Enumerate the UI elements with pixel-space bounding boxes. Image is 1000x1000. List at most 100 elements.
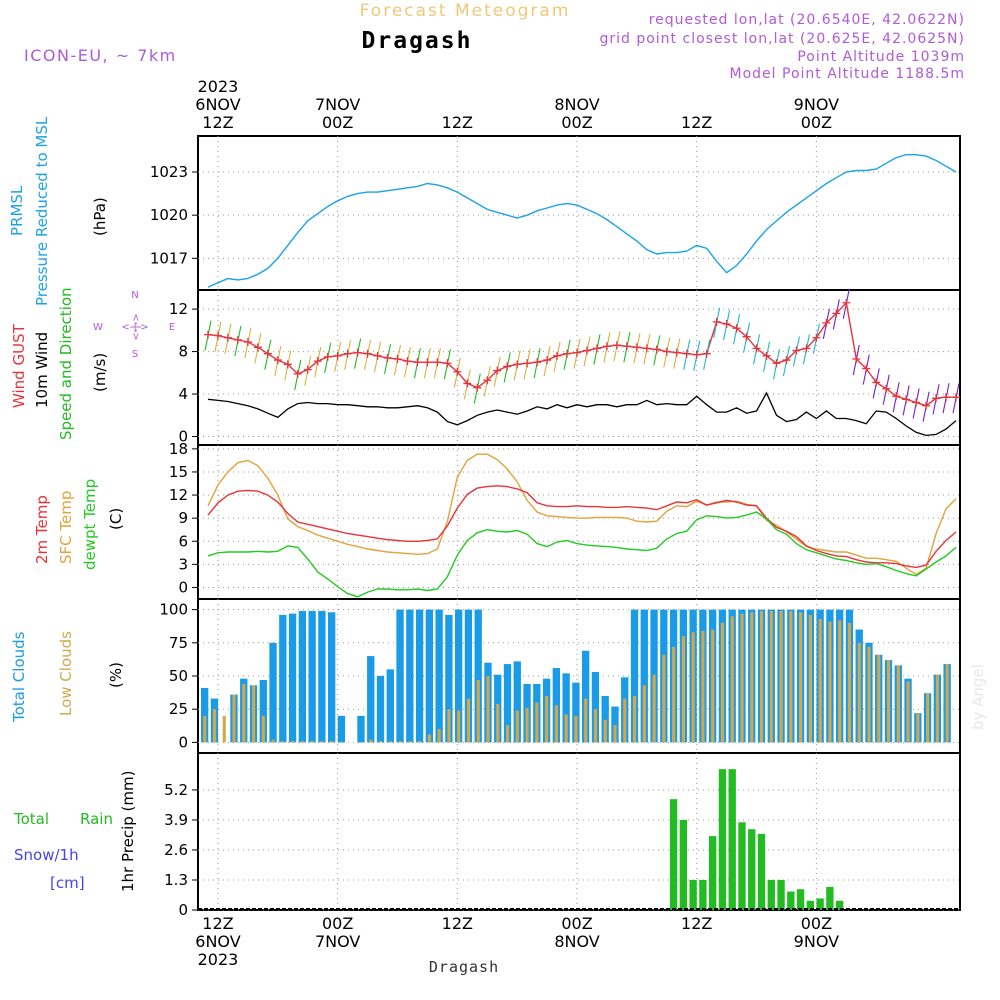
- sfctemp-label: SFC Temp: [57, 491, 75, 564]
- sfc-temp-line: [207, 453, 957, 576]
- temp2m-line: [207, 485, 957, 569]
- total-cloud-bar-17: [367, 656, 375, 743]
- pressure-labels: PRMSL Pressure Reduced to MSL (hPa): [8, 116, 109, 306]
- low-cloud-bar-65: [838, 620, 842, 743]
- gust-marker-50: [702, 349, 711, 358]
- panel-frame-2: [197, 289, 961, 446]
- low-cloud-bar-61: [799, 612, 803, 743]
- wind10m-line: [207, 391, 957, 437]
- gust-marker-0: [204, 330, 212, 339]
- ytick-label-4-2: 2.6: [164, 841, 188, 859]
- snow-label: Snow/1h: [14, 846, 79, 864]
- gust-marker-63: [832, 309, 841, 318]
- low-cloud-bar-49: [681, 636, 685, 743]
- total-cloud-bar-20: [396, 609, 404, 743]
- wind-dir-label: Speed and Direction: [57, 287, 75, 440]
- ytick-label-3-2: 50: [169, 667, 188, 685]
- total-cloud-bar-10: [298, 610, 307, 743]
- top-time-label-5-2: 00Z: [801, 113, 832, 132]
- gust-marker-13: [333, 351, 342, 360]
- total-cloud-bar-11: [308, 610, 316, 743]
- gust-marker-64: [842, 298, 851, 307]
- low-cloud-bar-51: [701, 630, 705, 743]
- ytick-label-2-5: 15: [169, 463, 188, 481]
- low-cloud-bar-13: [330, 741, 334, 743]
- ytick-label-1-1: 4: [178, 385, 188, 403]
- gust-marker-5: [253, 343, 262, 352]
- low-cloud-bar-2: [222, 715, 226, 743]
- temp2m-label: 2m Temp: [33, 495, 51, 564]
- ytick-label-0-2: 1023: [150, 163, 188, 181]
- compass-we: <-|->: [121, 322, 148, 333]
- gust-marker-31: [513, 360, 522, 369]
- location-title: Dragash: [362, 28, 473, 54]
- ytick-label-2-1: 3: [178, 555, 188, 573]
- precip-labels: Total Rain Snow/1h [cm] 1hr Precip (mm): [13, 771, 137, 892]
- gust-marker-74: [942, 393, 951, 402]
- low-cloud-bar-70: [886, 660, 891, 743]
- gust-marker-53: [732, 324, 741, 333]
- gust-marker-32: [523, 359, 532, 368]
- total-cloud-bar-6: [259, 679, 267, 743]
- rain-bar-50: [689, 879, 697, 910]
- model-altitude: Model Point Altitude 1188.5m: [730, 66, 965, 82]
- low-cloud-bar-43: [623, 698, 627, 743]
- total-cloud-bar-41: [601, 695, 609, 743]
- gust-marker-44: [642, 344, 651, 353]
- gust-marker-10: [303, 365, 312, 374]
- gust-marker-34: [543, 356, 552, 365]
- gust-marker-35: [553, 351, 562, 360]
- low-cloud-bar-7: [271, 739, 275, 743]
- gust-marker-6: [263, 349, 272, 358]
- low-cloud-bar-8: [281, 741, 285, 743]
- grid-point-coords: grid point closest lon,lat (20.625E, 42.…: [599, 31, 965, 47]
- gust-marker-2: [223, 333, 232, 342]
- low-cloud-bar-25: [447, 709, 451, 743]
- low-cloud-bar-12: [320, 741, 324, 743]
- low-cloud-bar-57: [759, 610, 764, 743]
- gust-marker-66: [862, 364, 871, 373]
- low-cloud-bar-60: [789, 610, 793, 743]
- total-cloud-bar-31: [503, 664, 512, 743]
- dewpt-label: dewpt Temp: [81, 479, 99, 570]
- top-time-label-0-1: 6NOV: [195, 95, 240, 114]
- gust-marker-75: [952, 393, 961, 402]
- gust-marker-30: [503, 362, 512, 371]
- total-cloud-bar-42: [611, 706, 619, 743]
- low-cloud-bar-42: [613, 725, 617, 743]
- total-cloud-bar-38: [572, 682, 580, 743]
- gust-marker-42: [622, 342, 631, 351]
- rain-bar-59: [777, 879, 785, 910]
- rain-bar-48: [669, 799, 678, 910]
- ytick-label-1-3: 12: [169, 300, 188, 318]
- low-cloud-bar-54: [730, 616, 734, 743]
- total-cloud-bar-0: [201, 687, 209, 743]
- bottom-time-label-0-1: 6NOV: [195, 932, 240, 951]
- low-cloud-bar-46: [652, 674, 656, 743]
- rain-bar-51: [699, 879, 707, 910]
- low-cloud-bar-19: [388, 741, 392, 743]
- total-cloud-bar-12: [318, 610, 326, 743]
- pressure-line: [207, 153, 957, 288]
- cloud-labels: Total Clouds Low Clouds (%): [10, 631, 125, 723]
- low-cloud-bar-69: [877, 654, 881, 743]
- gust-marker-40: [602, 342, 611, 351]
- gust-marker-9: [293, 369, 302, 378]
- gust-marker-62: [822, 318, 831, 327]
- top-time-label-2-2: 12Z: [442, 113, 473, 132]
- rain-bar-54: [728, 769, 736, 910]
- low-cloud-bar-48: [672, 646, 676, 743]
- total-cloud-bar-32: [513, 661, 521, 743]
- gust-marker-15: [353, 348, 362, 357]
- footer-location: Dragash: [429, 958, 499, 976]
- low-cloud-bar-29: [486, 676, 490, 743]
- gust-line: [207, 301, 956, 407]
- gust-marker-68: [882, 384, 891, 393]
- dewpt-line: [207, 511, 957, 598]
- total-cloud-bar-26: [455, 609, 463, 743]
- compass-s: S: [132, 349, 138, 360]
- rain-bar-60: [787, 891, 795, 910]
- low-cloud-bar-36: [554, 705, 558, 743]
- low-clouds-label: Low Clouds: [57, 631, 75, 716]
- low-cloud-bar-58: [769, 610, 773, 743]
